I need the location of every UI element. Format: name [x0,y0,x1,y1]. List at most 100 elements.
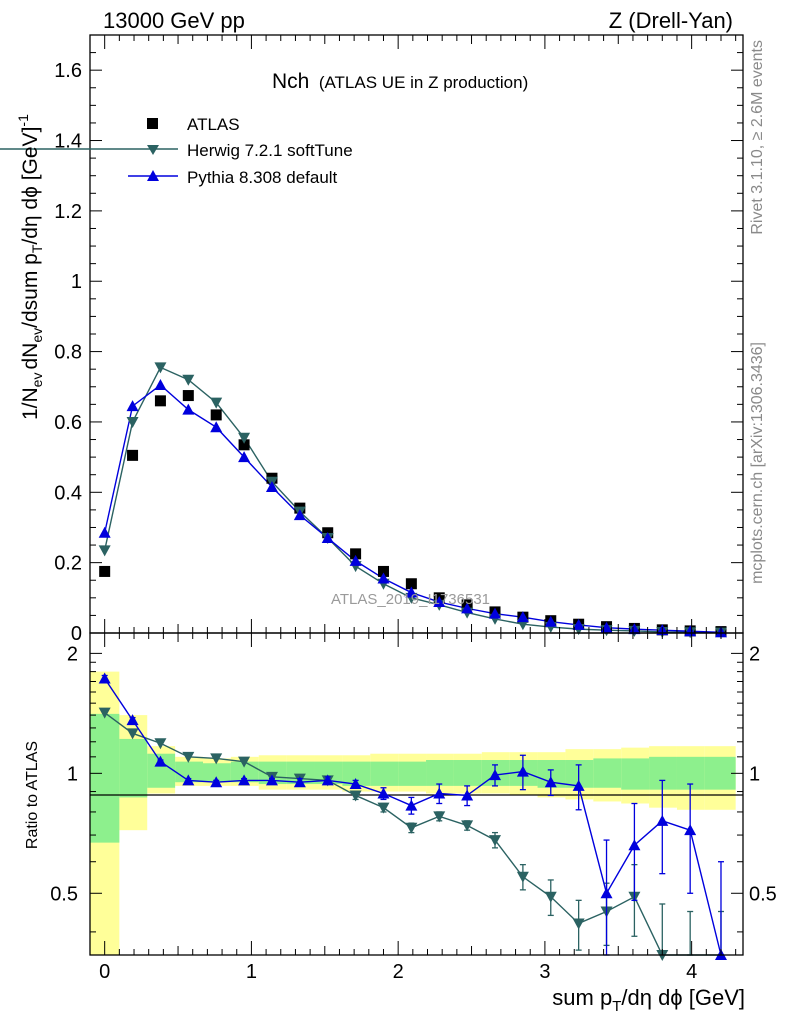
herwig-ratio-point [461,820,474,832]
pythia-ratio-point [210,776,223,788]
ratio-band-inner [230,761,259,783]
header-right: Z (Drell-Yan) [609,8,733,33]
herwig-ratio-point [349,790,362,802]
herwig-ratio-point [126,728,139,740]
ratio-ytick-label-right: 2 [749,643,760,665]
pythia-ratio-point [265,774,278,786]
ratio-band-inner [593,758,622,788]
ratio-band-inner [398,761,427,786]
pythia-ratio-point [405,799,418,811]
pythia-ratio-point [656,814,669,826]
herwig-point [98,545,111,557]
atlas-data-point [154,395,166,407]
pythia-ratio-point [126,714,139,726]
ratio-band-inner [119,738,148,798]
pythia-ratio-point [628,839,641,851]
ratio-xtick-label: 3 [539,961,550,983]
pythia-ratio-point [600,887,613,899]
pythia-point [461,602,474,614]
herwig-ratio-point [489,835,502,847]
ratio-band-inner [202,763,231,783]
main-ytick-label: 1.4 [54,131,82,153]
mcplots-label: mcplots.cern.ch [arXiv:1306.3436] [749,342,766,584]
ratio-panel: 0.5 0.5 1 1 2 2 0 1 2 3 4 [50,632,777,983]
rivet-label: Rivet 3.1.10, ≥ 2.6M events [749,40,766,235]
atlas-data-point [210,409,222,421]
main-ytick-label: 1.6 [54,60,82,82]
ratio-band-inner [370,761,399,786]
main-ytick-label: 0.4 [54,482,82,504]
pythia-point [98,526,111,538]
main-ytick-label: 0 [71,623,82,645]
legend-pythia-marker [147,170,159,181]
pythia-point [126,400,139,412]
pythia-ratio-point [182,774,195,786]
ratio-band-inner [314,761,343,785]
herwig-ratio-point [154,738,167,750]
atlas-data-point [238,439,250,451]
herwig-point [154,362,167,374]
pythia-ratio-point [98,672,111,684]
ratio-band-inner [676,756,705,790]
ratio-ytick-label-left: 0.5 [50,883,78,905]
plot-title: Nch (ATLAS UE in Z production) [272,70,528,93]
herwig-ratio-point [182,751,195,763]
pythia-point [489,607,502,619]
legend-herwig-label: Herwig 7.2.1 softTune [187,141,353,160]
herwig-point [126,416,139,428]
herwig-ratio-point [544,891,557,903]
ratio-band-inner [649,756,677,790]
main-ylabel: 1/NevdNev/dsum pT/dη dϕ [GeV]-1 [15,114,45,420]
main-ytick-label: 1 [71,271,82,293]
ratio-xtick-label: 1 [246,961,257,983]
pythia-ratio-point [433,787,446,799]
atlas-data-point [350,548,362,560]
herwig-point [210,397,223,409]
pythia-point [154,379,167,391]
main-ytick-label: 1.2 [54,201,82,223]
herwig-ratio-point [98,707,111,719]
herwig-ratio-point [238,756,251,768]
pythia-ratio-point [489,769,502,781]
pythia-ratio-point [572,779,585,791]
pythia-point [433,596,446,608]
pythia-ratio-point [238,774,251,786]
herwig-ratio-point [433,811,446,823]
herwig-ratio-point [516,871,529,883]
pythia-point [321,532,334,544]
pythia-point [238,451,251,463]
atlas-data-point [377,565,389,577]
pythia-point [293,509,306,521]
ratio-band-inner [175,761,203,783]
atlas-data-point [99,565,111,577]
main-panel: 0 0.2 0.4 0.6 0.8 1 1.2 1.4 1.6 [54,34,744,645]
pythia-point [516,611,529,623]
plot-title-sub: (ATLAS UE in Z production) [319,73,528,92]
pythia-point [628,623,641,635]
ratio-xtick-label: 4 [686,961,697,983]
pythia-ratio-point [544,776,557,788]
pythia-ratio-point [461,789,474,801]
header-left: 13000 GeV pp [103,8,245,33]
atlas-data-point [405,578,417,590]
pythia-ratio-point [377,787,390,799]
atlas-data-point [127,449,139,461]
pythia-point [544,615,557,627]
herwig-ratio-point [210,753,223,765]
legend-pythia-label: Pythia 8.308 default [187,168,338,187]
pythia-ratio-point [293,776,306,788]
ratio-ytick-label-left: 1 [67,763,78,785]
herwig-point [182,374,195,386]
ratio-xtick-label: 2 [393,961,404,983]
pythia-point [572,618,585,630]
ratio-ytick-label-right: 0.5 [749,883,777,905]
ratio-ytick-label-right: 1 [749,763,760,785]
main-ytick-label: 0.6 [54,412,82,434]
herwig-ratio-point [572,918,585,930]
pythia-point [182,403,195,415]
ratio-band-inner [621,758,650,790]
ratio-ytick-label-left: 2 [67,643,78,665]
herwig-ratio-point [405,822,418,834]
pythia-point [405,586,418,598]
